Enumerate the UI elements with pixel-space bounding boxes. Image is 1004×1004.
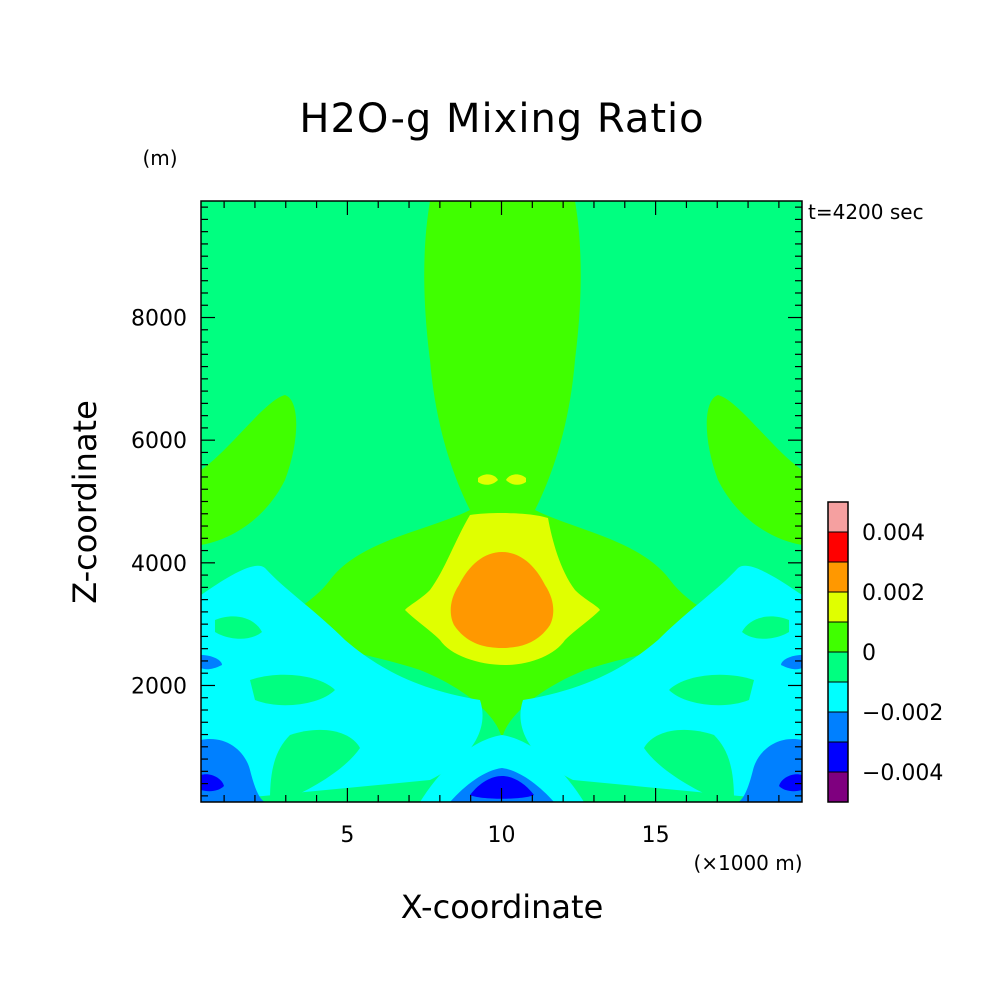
chart-title: H2O-g Mixing Ratio	[299, 96, 704, 142]
x-tick-label: 10	[488, 823, 516, 848]
y-tick-label: 8000	[131, 307, 187, 332]
region-plume-core	[450, 552, 554, 648]
axis-ticks	[201, 201, 802, 802]
colorbar-tick-label: 0	[862, 641, 876, 666]
x-tick-label: 15	[642, 823, 670, 848]
y-tick-label: 4000	[131, 552, 187, 577]
y-tick-label: 6000	[131, 429, 187, 454]
colorbar-swatch	[828, 622, 848, 652]
region-drier-right-strip	[781, 655, 802, 670]
region-near-zero-right	[535, 201, 802, 650]
colorbar-swatch	[828, 682, 848, 712]
colorbar-swatch	[828, 532, 848, 562]
region-driest-center	[470, 776, 534, 799]
region-dry-left	[201, 565, 483, 802]
field-plot	[201, 201, 802, 802]
region-plume-shell-eye-left	[478, 474, 498, 485]
region-pocket-left-3	[215, 616, 262, 639]
x-unit-label: (×1000 m)	[693, 851, 802, 875]
colorbar-tick-label: 0.002	[862, 581, 925, 606]
colorbar-swatch	[828, 742, 848, 772]
region-pocket-left-2	[270, 729, 360, 800]
colorbar: −0.004 −0.002 0 0.002 0.004	[827, 501, 943, 803]
x-axis-title: X-coordinate	[401, 888, 604, 926]
time-label: t=4200 sec	[808, 200, 924, 224]
colorbar-swatch	[828, 562, 848, 592]
region-moist-left-tongue	[201, 395, 297, 545]
y-axis-title: Z-coordinate	[66, 400, 104, 604]
region-driest-right	[779, 774, 802, 792]
region-pocket-right-3	[742, 616, 789, 639]
region-driest-left	[201, 774, 224, 792]
colorbar-swatch	[828, 502, 848, 532]
region-near-zero-left	[201, 201, 470, 650]
region-pocket-right-1	[669, 674, 754, 706]
colorbar-swatch	[828, 772, 848, 802]
region-moist-right-tongue	[706, 395, 802, 545]
region-dry-right	[520, 565, 802, 802]
region-pocket-right-2	[644, 729, 734, 800]
colorbar-swatch	[828, 712, 848, 742]
region-drier-left-strip	[201, 655, 222, 670]
y-tick-label: 2000	[131, 674, 187, 699]
x-tick-label: 5	[340, 823, 354, 848]
region-plume-shell-eye-right	[506, 474, 526, 485]
colorbar-swatch	[828, 652, 848, 682]
colorbar-tick-label: −0.004	[862, 761, 943, 786]
colorbar-tick-label: 0.004	[862, 521, 925, 546]
region-pocket-left-1	[250, 674, 335, 706]
colorbar-tick-label: −0.002	[862, 701, 943, 726]
axis-tick-labels: 5 10 15 2000 4000 6000 8000	[131, 307, 670, 848]
colorbar-frame	[827, 501, 849, 803]
y-unit-label: (m)	[142, 146, 177, 170]
colorbar-swatch	[828, 592, 848, 622]
